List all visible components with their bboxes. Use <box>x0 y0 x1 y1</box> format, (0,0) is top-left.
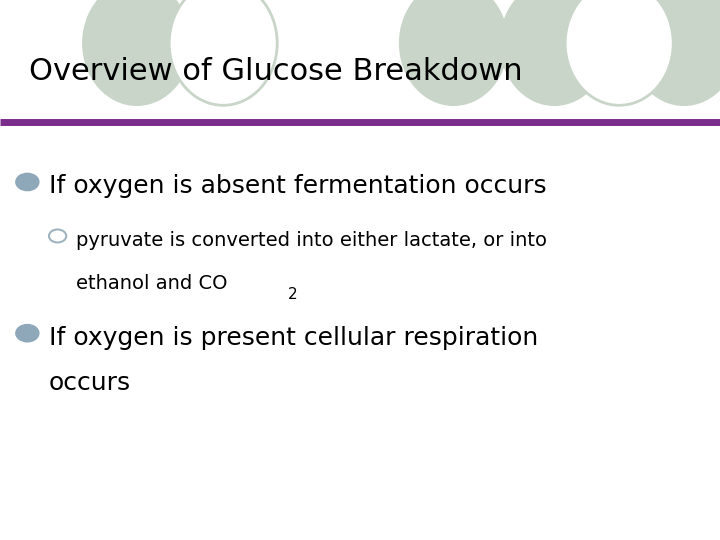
Ellipse shape <box>83 0 191 105</box>
Circle shape <box>16 173 39 191</box>
Ellipse shape <box>169 0 277 105</box>
Circle shape <box>16 325 39 342</box>
Ellipse shape <box>400 0 508 105</box>
Ellipse shape <box>630 0 720 105</box>
Circle shape <box>49 230 66 242</box>
Text: 2: 2 <box>288 287 297 302</box>
Text: ethanol and CO: ethanol and CO <box>76 274 227 293</box>
Text: If oxygen is absent fermentation occurs: If oxygen is absent fermentation occurs <box>49 174 546 198</box>
Ellipse shape <box>565 0 673 105</box>
Text: pyruvate is converted into either lactate, or into: pyruvate is converted into either lactat… <box>76 231 546 250</box>
Text: If oxygen is present cellular respiration: If oxygen is present cellular respiratio… <box>49 326 539 349</box>
Text: Overview of Glucose Breakdown: Overview of Glucose Breakdown <box>29 57 523 86</box>
Text: occurs: occurs <box>49 372 131 395</box>
Ellipse shape <box>500 0 608 105</box>
